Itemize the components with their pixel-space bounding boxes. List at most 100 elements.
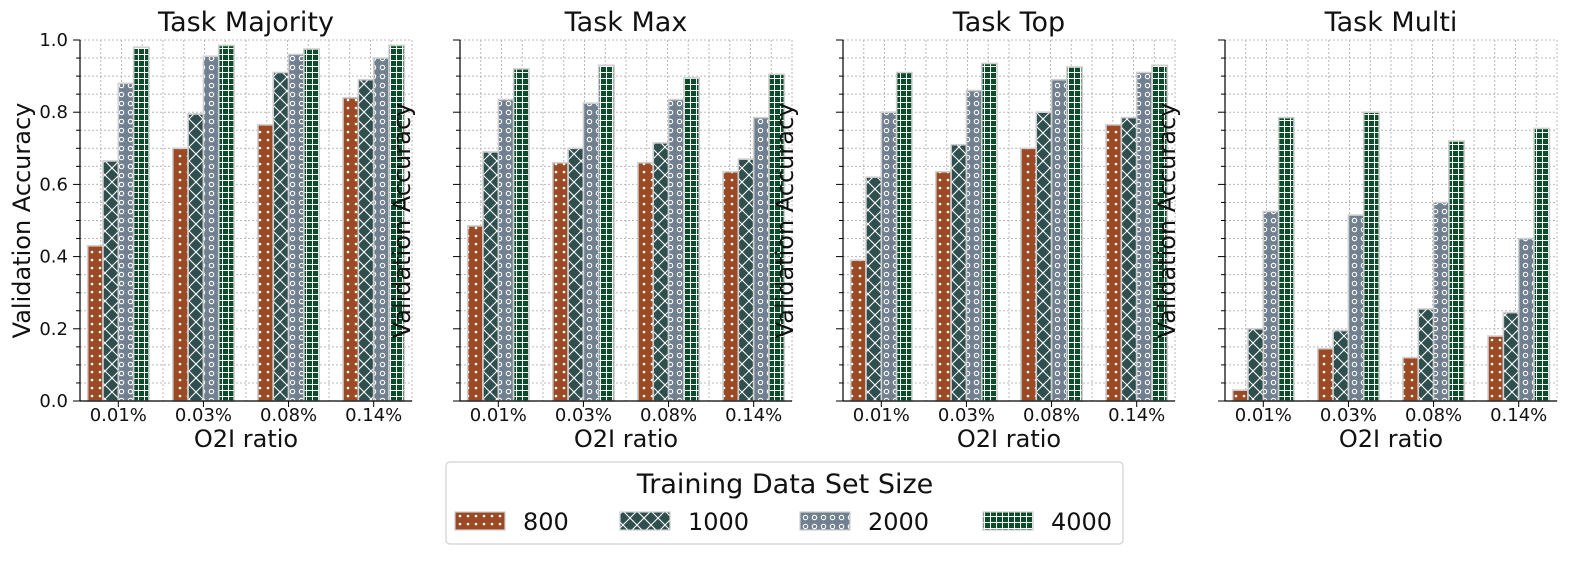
bar-800-0.01pct: [1231, 389, 1249, 402]
y-tick-label: 0.6: [39, 174, 68, 195]
bar-800-0.08pct: [1020, 147, 1038, 402]
bar-800-0.03pct: [934, 170, 952, 402]
x-tick-label: 0.14%: [345, 405, 402, 426]
bar-4000-0.08pct: [683, 77, 701, 402]
bar-800-0.14pct: [722, 170, 740, 402]
bar-4000-0.03pct: [980, 62, 998, 402]
x-tick-label: 0.08%: [1023, 405, 1080, 426]
bar-4000-0.03pct: [597, 64, 615, 402]
bar-800-0.08pct: [1402, 356, 1420, 402]
bar-1000-0.08pct: [1035, 111, 1053, 402]
bar-2000-0.08pct: [1432, 201, 1450, 402]
x-tick-label: 0.08%: [260, 405, 317, 426]
bar-1000-0.03pct: [187, 113, 205, 402]
legend-label-4000: 4000: [1051, 508, 1112, 536]
bar-4000-0.03pct: [1362, 111, 1380, 402]
bar-4000-0.01pct: [1277, 116, 1295, 402]
y-axis-label: Validation Accuracy: [1153, 103, 1181, 339]
bar-4000-0.01pct: [895, 71, 913, 402]
bar-4000-0.01pct: [132, 46, 150, 402]
bar-2000-0.01pct: [1262, 210, 1280, 402]
y-axis-label: Validation Accuracy: [388, 103, 416, 339]
panel-3: 0.01% 0.03% 0.08% 0.14% Task Top O2I ratio Val…: [771, 7, 1176, 453]
panel-4: 0.01% 0.03% 0.08% 0.14% Task Multi O2I ratio V…: [1153, 7, 1558, 453]
bar-2000-0.01pct: [117, 82, 135, 402]
panel-title: Task Max: [564, 7, 688, 38]
bar-2000-0.14pct: [372, 57, 390, 402]
panel-title: Task Majority: [157, 7, 334, 38]
bar-2000-0.08pct: [1050, 78, 1068, 402]
bar-1000-0.01pct: [482, 151, 500, 402]
bar-1000-0.14pct: [1502, 311, 1520, 402]
x-axis-label: O2I ratio: [1339, 425, 1443, 453]
bar-1000-0.08pct: [652, 142, 670, 402]
x-tick-label: 0.03%: [938, 405, 995, 426]
bar-800-0.03pct: [1316, 347, 1334, 402]
legend-title: Training Data Set Size: [636, 469, 934, 500]
y-tick-label: 0.4: [39, 247, 68, 268]
legend-swatch-800: [454, 511, 506, 531]
bar-800-0.01pct: [849, 259, 867, 402]
panel-1: 0.0 0.2 0.4 0.6 0.8 1.0 0.01% 0.03% 0.08% 0.14% Ta…: [8, 7, 413, 453]
x-tick-label: 0.01%: [1235, 405, 1292, 426]
bar-4000-0.03pct: [217, 44, 235, 402]
bar-1000-0.08pct: [1417, 308, 1435, 402]
legend-swatch-2000: [799, 511, 851, 531]
bar-4000-0.01pct: [512, 68, 530, 402]
legend-swatch-1000: [619, 511, 671, 531]
y-axis-label: Validation Accuracy: [8, 103, 36, 339]
y-axis-label: Validation Accuracy: [771, 103, 799, 339]
x-tick-label: 0.08%: [640, 405, 697, 426]
bar-1000-0.01pct: [1247, 327, 1265, 402]
x-tick-label: 0.14%: [1108, 405, 1165, 426]
bar-800-0.08pct: [637, 161, 655, 402]
bar-4000-0.08pct: [303, 48, 321, 402]
bar-2000-0.08pct: [667, 98, 685, 402]
bar-2000-0.01pct: [880, 111, 898, 402]
bar-1000-0.08pct: [272, 71, 290, 402]
bar-800-0.14pct: [1105, 124, 1123, 402]
bar-800-0.14pct: [342, 96, 360, 402]
bar-2000-0.03pct: [965, 89, 983, 402]
x-tick-label: 0.03%: [175, 405, 232, 426]
x-axis-label: O2I ratio: [574, 425, 678, 453]
y-tick-label: 0.0: [39, 391, 68, 412]
bar-1000-0.03pct: [567, 147, 585, 402]
x-tick-label: 0.14%: [725, 405, 782, 426]
x-tick-label: 0.03%: [555, 405, 612, 426]
bar-1000-0.14pct: [1120, 116, 1138, 402]
legend-label-2000: 2000: [868, 508, 929, 536]
x-tick-label: 0.01%: [90, 405, 147, 426]
panel-2: 0.01% 0.03% 0.08% 0.14% Task Max O2I ratio Val…: [388, 7, 793, 453]
legend-label-1000: 1000: [688, 508, 749, 536]
bar-4000-0.08pct: [1066, 66, 1084, 402]
panel-title: Task Top: [952, 7, 1065, 38]
bar-1000-0.03pct: [1332, 329, 1350, 402]
y-tick-label: 0.2: [39, 319, 68, 340]
bar-2000-0.03pct: [582, 102, 600, 402]
x-tick-label: 0.08%: [1405, 405, 1462, 426]
bar-2000-0.08pct: [287, 53, 305, 402]
legend-swatch-4000: [982, 511, 1034, 531]
x-tick-label: 0.01%: [853, 405, 910, 426]
bar-1000-0.14pct: [737, 158, 755, 402]
bar-800-0.01pct: [466, 225, 484, 402]
y-tick-label: 0.8: [39, 102, 68, 123]
panel-title: Task Multi: [1324, 7, 1458, 38]
bar-2000-0.14pct: [1517, 237, 1535, 402]
bar-4000-0.08pct: [1448, 140, 1466, 402]
bar-2000-0.03pct: [202, 55, 220, 402]
bar-2000-0.01pct: [497, 98, 515, 402]
x-tick-label: 0.14%: [1490, 405, 1547, 426]
bar-800-0.03pct: [551, 161, 569, 402]
x-axis-label: O2I ratio: [957, 425, 1061, 453]
bar-1000-0.03pct: [950, 143, 968, 402]
bar-2000-0.14pct: [1135, 71, 1153, 402]
bar-4000-0.14pct: [1533, 127, 1551, 402]
bar-800-0.14pct: [1487, 335, 1505, 402]
bar-2000-0.14pct: [752, 116, 770, 402]
bar-1000-0.14pct: [357, 78, 375, 402]
x-tick-label: 0.03%: [1320, 405, 1377, 426]
legend: Training Data Set Size 800 1000 2000 4000: [445, 461, 1124, 545]
chart-panels: 0.0 0.2 0.4 0.6 0.8 1.0 0.01% 0.03% 0.08% 0.14% Ta…: [8, 7, 1558, 453]
